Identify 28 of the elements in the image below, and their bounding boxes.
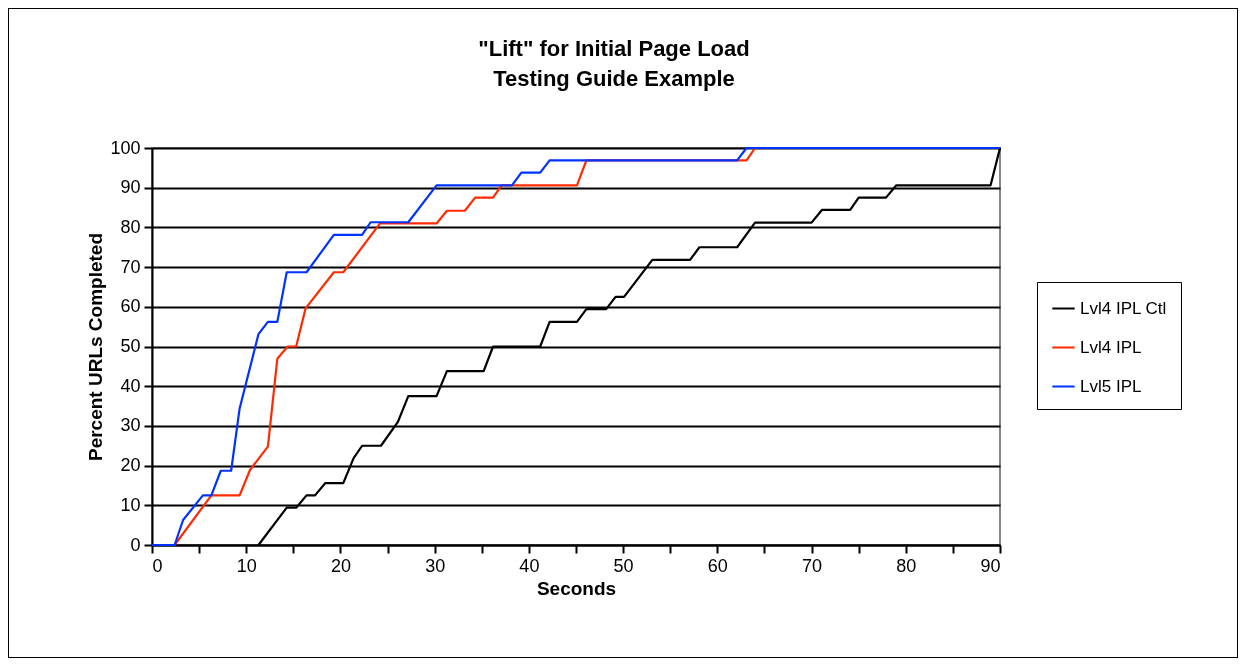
y-tick-label: 80 [120, 216, 141, 237]
legend-label: Lvl5 IPL [1080, 376, 1142, 396]
x-tick-label: 20 [330, 555, 351, 576]
y-tick-label: 50 [120, 336, 141, 356]
y-tick-label: 30 [120, 415, 141, 436]
chart-subtitle: Testing Guide Example [493, 66, 735, 91]
x-tick-label: 50 [613, 555, 634, 576]
x-tick-label: 80 [896, 555, 917, 576]
x-tick-label: 40 [519, 555, 540, 576]
x-tick-label: 60 [707, 555, 728, 576]
x-axis-title: Seconds [536, 577, 617, 599]
y-tick-label: 0 [130, 534, 141, 555]
legend-label: Lvl4 IPL [1080, 337, 1142, 357]
legend-label: Lvl4 IPL Ctl [1080, 298, 1167, 318]
y-tick-label: 20 [120, 455, 141, 476]
y-tick-label: 60 [120, 296, 141, 317]
y-tick-label: 90 [120, 177, 141, 198]
x-tick-label: 10 [236, 555, 257, 576]
x-tick-label: 30 [425, 555, 446, 576]
x-tick-label: 90 [980, 555, 1001, 576]
y-axis-title: Percent URLs Completed [85, 232, 107, 462]
x-tick-label: 0 [152, 555, 163, 576]
y-tick-label: 100 [110, 137, 141, 158]
x-tick-label: 70 [802, 555, 823, 576]
y-tick-label: 70 [120, 256, 141, 277]
y-tick-label: 10 [120, 494, 141, 515]
y-tick-label: 40 [120, 375, 141, 396]
chart-title: "Lift" for Initial Page Load [478, 36, 750, 61]
